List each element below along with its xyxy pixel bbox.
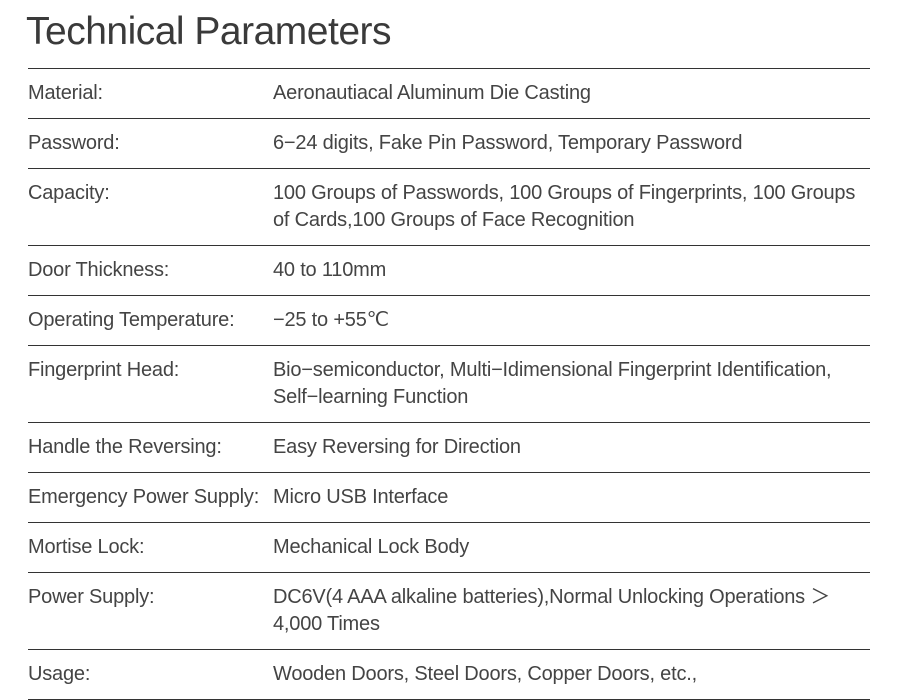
table-row: Emergency Power Supply: Micro USB Interf… [28,473,870,523]
table-row: Power Supply: DC6V(4 AAA alkaline batter… [28,573,870,650]
table-row: Door Thickness: 40 to 110mm [28,246,870,296]
param-value: Mechanical Lock Body [273,523,870,573]
table-row: Handle the Reversing: Easy Reversing for… [28,423,870,473]
param-value: Aeronautiacal Aluminum Die Casting [273,69,870,119]
param-value: 100 Groups of Passwords, 100 Groups of F… [273,169,870,246]
param-label: Password: [28,119,273,169]
param-label: Operating Temperature: [28,296,273,346]
table-row: Material: Aeronautiacal Aluminum Die Cas… [28,69,870,119]
param-value: Easy Reversing for Direction [273,423,870,473]
param-value: Micro USB Interface [273,473,870,523]
param-label: Power Supply: [28,573,273,650]
table-row: Usage: Wooden Doors, Steel Doors, Copper… [28,650,870,700]
param-label: Mortise Lock: [28,523,273,573]
param-label: Fingerprint Head: [28,346,273,423]
param-label: Usage: [28,650,273,700]
param-value: 40 to 110mm [273,246,870,296]
table-row: Operating Temperature: −25 to +55℃ [28,296,870,346]
param-value: Bio−semiconductor, Multi−Idimensional Fi… [273,346,870,423]
page-title: Technical Parameters [26,10,870,54]
table-row: Password: 6−24 digits, Fake Pin Password… [28,119,870,169]
param-label: Door Thickness: [28,246,273,296]
param-value: DC6V(4 AAA alkaline batteries),Normal Un… [273,573,870,650]
param-label: Capacity: [28,169,273,246]
table-row: Mortise Lock: Mechanical Lock Body [28,523,870,573]
table-row: Capacity: 100 Groups of Passwords, 100 G… [28,169,870,246]
param-label: Material: [28,69,273,119]
param-label: Handle the Reversing: [28,423,273,473]
parameters-table: Material: Aeronautiacal Aluminum Die Cas… [28,68,870,700]
param-value: Wooden Doors, Steel Doors, Copper Doors,… [273,650,870,700]
table-row: Fingerprint Head: Bio−semiconductor, Mul… [28,346,870,423]
param-value: −25 to +55℃ [273,296,870,346]
param-label: Emergency Power Supply: [28,473,273,523]
param-value: 6−24 digits, Fake Pin Password, Temporar… [273,119,870,169]
